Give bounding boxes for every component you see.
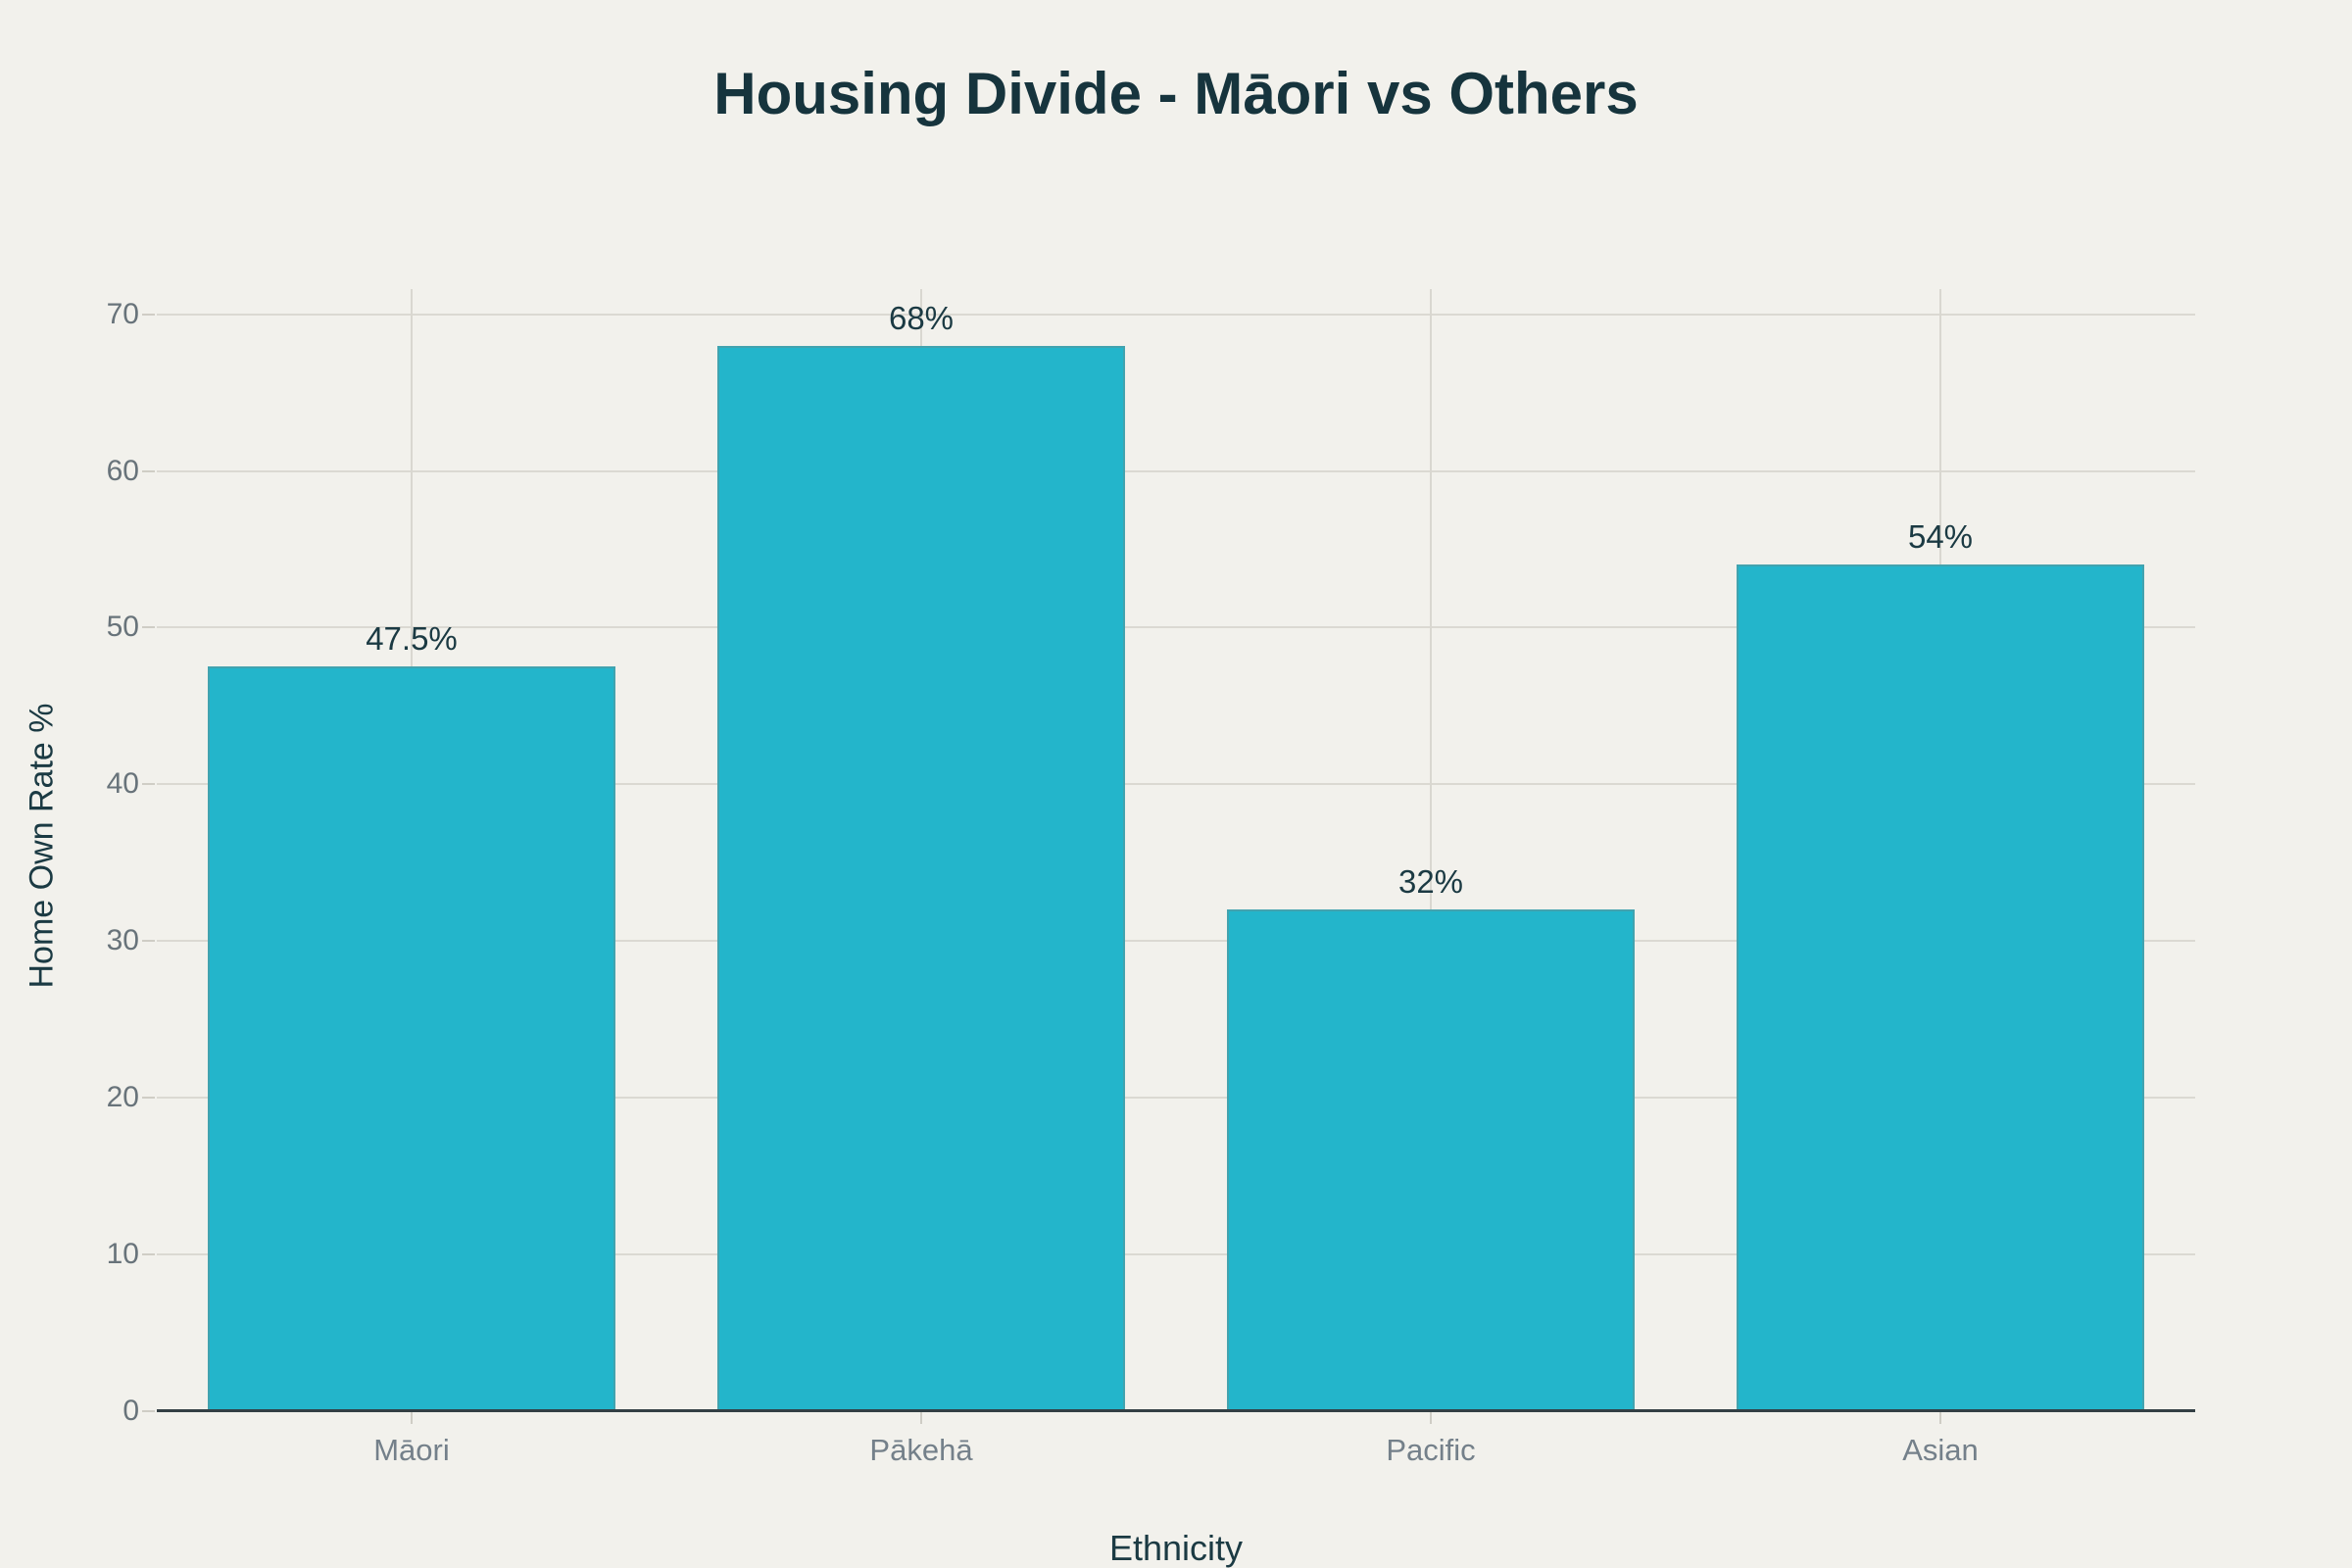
y-tick-mark <box>142 626 155 629</box>
y-gridline <box>157 1253 2195 1256</box>
y-tick-mark <box>142 783 155 786</box>
y-gridline <box>157 626 2195 629</box>
chart-title: Housing Divide - Māori vs Others <box>713 61 1639 126</box>
y-tick-mark <box>142 1410 155 1412</box>
x-tick-mark <box>1430 1412 1432 1424</box>
y-gridline <box>157 940 2195 943</box>
y-tick-mark <box>142 313 155 316</box>
y-gridline <box>157 783 2195 786</box>
x-tick-mark <box>411 1412 413 1424</box>
bar-value-label: 54% <box>1907 518 1974 556</box>
y-tick-label: 30 <box>106 924 139 957</box>
y-tick-label: 10 <box>106 1238 139 1271</box>
x-axis-line <box>157 1409 2195 1412</box>
y-tick-mark <box>142 940 155 943</box>
bar-value-label: 32% <box>1397 863 1464 901</box>
y-tick-label: 20 <box>106 1081 139 1114</box>
y-gridline <box>157 313 2195 316</box>
y-gridline <box>157 469 2195 472</box>
x-tick-label: Pacific <box>1386 1433 1476 1467</box>
x-tick-label: Māori <box>373 1433 450 1467</box>
x-tick-label: Pākehā <box>869 1433 973 1467</box>
bar-value-label: 47.5% <box>366 620 458 658</box>
x-tick-mark <box>1939 1412 1941 1424</box>
y-gridline <box>157 1097 2195 1100</box>
bar-value-label: 68% <box>888 299 955 336</box>
plot-area: 47.5% 68% 32% 54% <box>142 289 2195 1424</box>
y-tick-label: 40 <box>106 767 139 801</box>
x-axis-title: Ethnicity <box>1108 1528 1244 1568</box>
x-tick-mark <box>920 1412 922 1424</box>
bar-4 <box>1737 564 2144 1411</box>
y-tick-mark <box>142 1097 155 1100</box>
x-gridline <box>1430 289 1432 1411</box>
y-tick-mark <box>142 469 155 472</box>
y-tick-label: 50 <box>106 611 139 644</box>
y-tick-label: 0 <box>122 1395 139 1427</box>
y-tick-label: 70 <box>106 297 139 330</box>
y-tick-mark <box>142 1253 155 1256</box>
x-tick-label: Asian <box>1902 1433 1979 1467</box>
y-tick-label: 60 <box>106 454 139 487</box>
bar-1 <box>208 666 615 1411</box>
bar-2 <box>717 345 1125 1411</box>
bar-3 <box>1227 909 1635 1411</box>
